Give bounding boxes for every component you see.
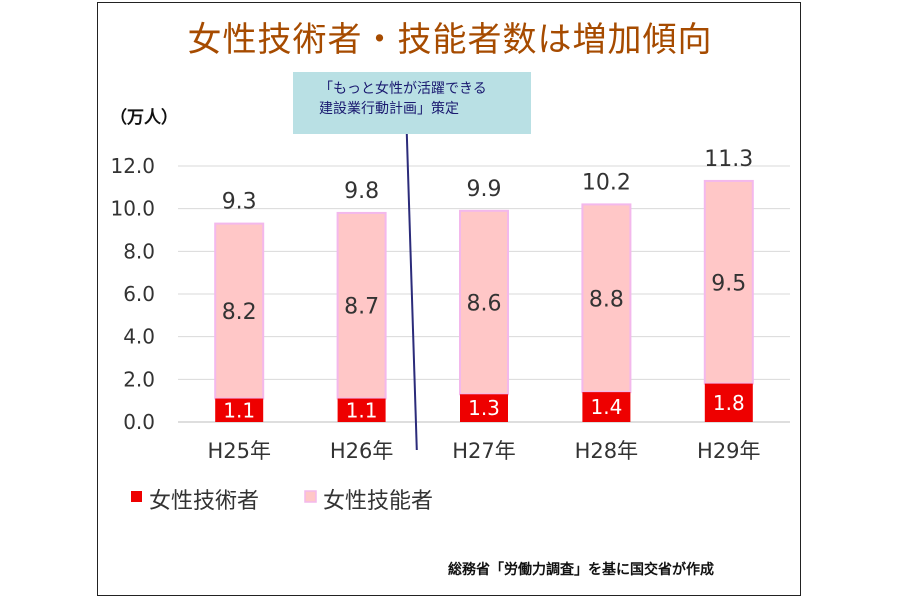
- technician-value-label: 1.1: [223, 398, 255, 422]
- source-note: 総務省「労働力調査」を基に国交省が作成: [448, 562, 714, 578]
- legend-technicians-swatch: [131, 491, 142, 502]
- bar-skilled-workers: [459, 209, 509, 396]
- skilled-value-label: 8.2: [222, 300, 257, 325]
- y-tick-label: 4.0: [123, 325, 155, 349]
- y-tick-label: 12.0: [110, 154, 155, 178]
- bar-technicians: [215, 398, 264, 422]
- x-category-label: H26年: [330, 439, 394, 463]
- x-category-label: H25年: [207, 439, 271, 463]
- legend-skilled-swatch: [304, 490, 317, 503]
- callout-line-2: 建設業行動計画」策定: [319, 101, 459, 117]
- bar-skilled-workers: [214, 222, 265, 400]
- legend-technicians-label: 女性技術者: [149, 489, 259, 514]
- skilled-value-label: 8.8: [589, 287, 624, 312]
- bar-technicians: [582, 392, 631, 422]
- skilled-value-label: 8.6: [467, 292, 502, 317]
- skilled-value-label: 9.5: [711, 271, 746, 296]
- total-value-label: 9.9: [467, 177, 502, 202]
- y-tick-label: 2.0: [123, 367, 155, 391]
- policy-marker-line: [405, 133, 418, 451]
- x-category-label: H28年: [575, 439, 639, 463]
- bar-technicians: [704, 383, 753, 422]
- total-value-label: 10.2: [582, 170, 631, 195]
- bar-skilled-workers: [703, 179, 754, 385]
- x-category-label: H29年: [697, 439, 761, 463]
- chart-title: 女性技術者・技能者数は増加傾向: [187, 20, 713, 60]
- bar-technicians: [460, 394, 508, 422]
- x-category-label: H27年: [452, 439, 516, 463]
- y-tick-label: 8.0: [123, 239, 155, 263]
- technician-value-label: 1.1: [346, 398, 378, 422]
- y-tick-label: 0.0: [123, 410, 155, 434]
- total-value-label: 9.8: [344, 179, 379, 204]
- bar-skilled-workers: [336, 211, 387, 400]
- technician-value-label: 1.3: [468, 396, 500, 420]
- y-tick-label: 10.0: [110, 197, 155, 221]
- y-tick-label: 6.0: [123, 282, 155, 306]
- technician-value-label: 1.4: [590, 395, 622, 419]
- technician-value-label: 1.8: [713, 391, 745, 415]
- policy-callout-box: 「もっと女性が活躍できる 建設業行動計画」策定: [293, 72, 531, 134]
- bar-technicians: [337, 398, 386, 422]
- legend-skilled-label: 女性技能者: [323, 489, 433, 514]
- y-axis-unit-label: （万人）: [110, 108, 178, 128]
- callout-line-1: 「もっと女性が活躍できる: [319, 81, 487, 97]
- total-value-label: 9.3: [222, 190, 257, 215]
- total-value-label: 11.3: [704, 147, 753, 172]
- skilled-value-label: 8.7: [344, 295, 379, 320]
